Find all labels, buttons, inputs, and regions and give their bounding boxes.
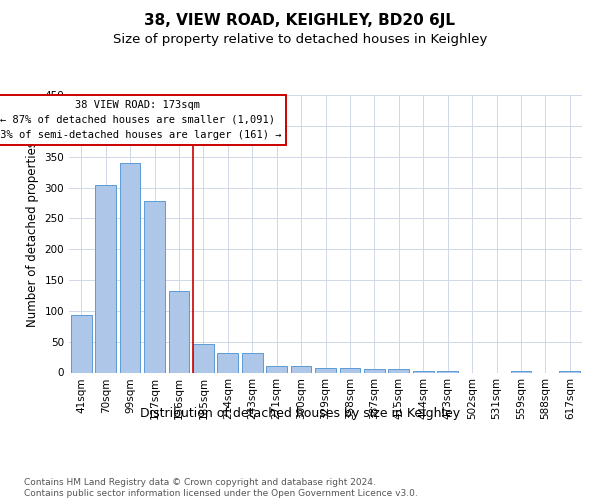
Bar: [266, 366, 287, 372]
Bar: [388, 370, 409, 372]
Bar: [119, 163, 140, 372]
Bar: [95, 185, 116, 372]
Bar: [193, 344, 214, 372]
Bar: [340, 368, 361, 372]
Bar: [290, 366, 311, 372]
Bar: [169, 291, 190, 372]
Text: Contains HM Land Registry data © Crown copyright and database right 2024.
Contai: Contains HM Land Registry data © Crown c…: [24, 478, 418, 498]
Text: 38 VIEW ROAD: 173sqm
← 87% of detached houses are smaller (1,091)
13% of semi-de: 38 VIEW ROAD: 173sqm ← 87% of detached h…: [0, 100, 281, 140]
Bar: [559, 370, 580, 372]
Bar: [413, 370, 434, 372]
Bar: [217, 354, 238, 372]
Bar: [437, 370, 458, 372]
Text: 38, VIEW ROAD, KEIGHLEY, BD20 6JL: 38, VIEW ROAD, KEIGHLEY, BD20 6JL: [145, 12, 455, 28]
Bar: [71, 315, 92, 372]
Text: Distribution of detached houses by size in Keighley: Distribution of detached houses by size …: [140, 408, 460, 420]
Bar: [315, 368, 336, 372]
Text: Size of property relative to detached houses in Keighley: Size of property relative to detached ho…: [113, 32, 487, 46]
Bar: [511, 370, 532, 372]
Bar: [144, 201, 165, 372]
Y-axis label: Number of detached properties: Number of detached properties: [26, 141, 39, 327]
Bar: [364, 370, 385, 372]
Bar: [242, 354, 263, 372]
